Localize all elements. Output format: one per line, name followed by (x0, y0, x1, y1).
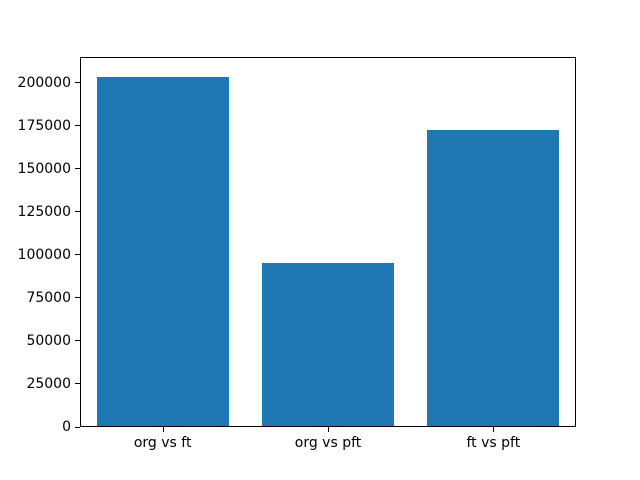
x-tick-mark (493, 427, 495, 432)
y-tick-label: 75000 (26, 289, 71, 306)
x-tick-mark (162, 427, 164, 432)
bar-org-vs-pft (262, 263, 394, 426)
x-axis: org vs ft org vs pft ft vs pft (80, 427, 576, 467)
x-tick-mark (328, 427, 329, 432)
y-tick-mark (75, 426, 80, 428)
y-tick-label: 175000 (17, 117, 71, 134)
y-tick-label: 125000 (17, 203, 71, 220)
x-tick-label: org vs pft (294, 435, 362, 451)
y-tick-mark (75, 168, 80, 170)
bar-org-vs-ft (97, 76, 230, 426)
y-tick-label: 150000 (17, 160, 71, 177)
y-tick-label: 0 (62, 419, 71, 435)
x-tick-label: org vs ft (133, 435, 192, 451)
x-tick-label: ft vs pft (466, 435, 521, 451)
y-tick-label: 100000 (17, 246, 71, 263)
y-tick-label: 50000 (26, 332, 71, 349)
y-tick-mark (75, 125, 80, 127)
y-axis: 0 25000 50000 75000 100000 125000 150000 175000… (0, 57, 80, 435)
bar-ft-vs-pft (426, 129, 559, 426)
y-tick-mark (75, 82, 80, 84)
y-tick-mark (75, 297, 80, 299)
y-tick-label: 25000 (26, 375, 71, 392)
y-tick-mark (75, 383, 80, 385)
y-tick-label: 200000 (17, 74, 71, 91)
plot-area (80, 57, 576, 427)
y-tick-mark (75, 340, 80, 342)
y-tick-mark (75, 254, 80, 256)
y-tick-mark (75, 211, 80, 213)
